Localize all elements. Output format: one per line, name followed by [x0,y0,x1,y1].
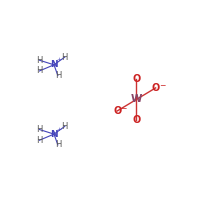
Text: H: H [36,136,43,145]
Text: −: − [159,81,165,90]
Text: +: + [56,57,62,62]
Text: H: H [62,122,68,131]
Text: N: N [50,60,58,69]
Text: H: H [55,71,61,80]
Text: H: H [36,125,43,134]
Text: H: H [55,140,61,149]
Text: N: N [50,130,58,139]
Text: −: − [120,104,127,113]
Text: O: O [132,115,141,125]
Text: O: O [132,74,141,84]
Text: W: W [131,94,142,104]
Text: H: H [62,53,68,62]
Text: O: O [113,106,121,116]
Text: H: H [36,56,43,65]
Text: O: O [152,83,160,93]
Text: +: + [56,127,62,132]
Text: H: H [36,66,43,75]
